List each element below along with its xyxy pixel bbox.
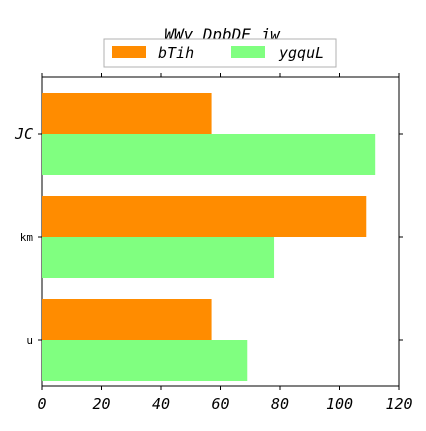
- bar-ygquL-km: [42, 237, 275, 278]
- legend-label-series-0: bTih: [158, 44, 194, 62]
- x-tick-label: 100: [326, 395, 353, 413]
- x-tick-label: 80: [271, 395, 289, 413]
- bar-ygquL-JC: [42, 134, 376, 175]
- legend-swatch-series-1: [231, 46, 265, 58]
- legend-label-series-1: ygquL: [278, 44, 324, 62]
- x-tick-label: 60: [211, 395, 229, 413]
- x-tick-label: 40: [152, 395, 170, 413]
- y-tick-label: JC: [14, 125, 33, 143]
- x-axis: 0 20 40 60 80 100 120: [37, 73, 413, 413]
- bars-layer: [42, 93, 376, 381]
- bar-bTih-JC: [42, 93, 212, 134]
- x-tick-label: 120: [385, 395, 412, 413]
- y-axis: JC km u: [14, 125, 403, 347]
- bar-bTih-u: [42, 299, 212, 340]
- bar-bTih-km: [42, 196, 367, 237]
- legend: bTih ygquL: [103, 38, 337, 68]
- legend-swatch-series-0: [112, 46, 146, 58]
- x-tick-label: 20: [92, 395, 110, 413]
- bar-ygquL-u: [42, 340, 248, 381]
- y-tick-label: km: [20, 231, 34, 244]
- y-tick-label: u: [26, 334, 33, 347]
- x-tick-label: 0: [37, 395, 46, 413]
